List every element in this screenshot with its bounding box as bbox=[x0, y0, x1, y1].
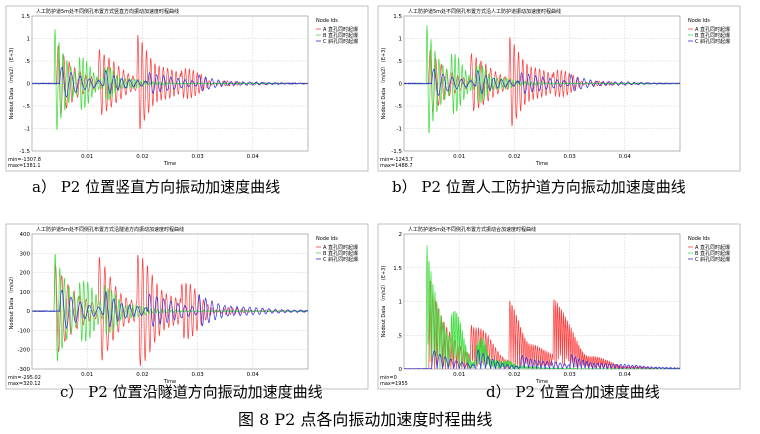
caption-a: a） P2 位置竖直方向振动加速度曲线 bbox=[32, 178, 280, 196]
legend-entry: B 直孔同时起爆 bbox=[323, 250, 358, 257]
legend-entry: C 斜孔同时起爆 bbox=[695, 256, 730, 263]
chart-title: 人工防护道5m处不同侧孔布置方式沿隧道方向振动加速度时程曲线 bbox=[36, 226, 184, 233]
y-tick-label: 1 bbox=[399, 300, 403, 306]
min-value: min=-1307.8 bbox=[8, 157, 41, 163]
y-tick-label: .5 bbox=[397, 59, 403, 65]
max-value: max=1381.1 bbox=[8, 163, 41, 169]
x-tick-label: 0.04 bbox=[247, 372, 260, 378]
chart-title: 人工防护道5m处不同侧孔布置方式竖直方向振动加速度时程曲线 bbox=[36, 8, 179, 15]
x-tick-label: 0.03 bbox=[563, 154, 576, 160]
y-tick-label: -.5 bbox=[23, 104, 31, 110]
y-axis-label: Nodout Data （m/s2） (E+3) bbox=[381, 266, 387, 338]
y-tick-label: -200 bbox=[18, 348, 31, 354]
caption-d: d） P2 位置合加速度曲线 bbox=[486, 383, 660, 401]
y-tick-label: 1 bbox=[399, 37, 403, 43]
x-tick-label: 0.02 bbox=[136, 372, 148, 378]
y-tick-label: 2 bbox=[399, 232, 403, 238]
y-tick-label: .5 bbox=[25, 59, 31, 65]
x-axis-label: Time bbox=[163, 379, 176, 385]
y-tick-label: -1 bbox=[25, 127, 30, 133]
min-value: min=-295.02 bbox=[8, 375, 41, 381]
x-tick-label: 0.02 bbox=[508, 372, 520, 378]
y-tick-label: 300 bbox=[20, 251, 31, 257]
x-tick-label: 0.04 bbox=[619, 372, 632, 378]
caption-c: c） P2 位置沿隧道方向振动加速度曲线 bbox=[60, 383, 323, 401]
legend-entry: B 直孔同时起爆 bbox=[323, 32, 358, 39]
x-tick-label: 0.03 bbox=[191, 154, 204, 160]
series-line-blue bbox=[32, 289, 308, 330]
y-tick-label: -1.5 bbox=[391, 149, 402, 155]
y-tick-label: 400 bbox=[20, 232, 31, 238]
y-tick-label: -1 bbox=[397, 127, 402, 133]
y-tick-label: 1.5 bbox=[393, 266, 402, 272]
y-tick-label: 1.5 bbox=[393, 14, 402, 20]
y-tick-label: 1 bbox=[27, 37, 31, 43]
legend-entry: A 直孔同时起爆 bbox=[323, 26, 358, 33]
chart-a: 人工防护道5m处不同侧孔布置方式竖直方向振动加速度时程曲线1.51.50-.5-… bbox=[5, 5, 369, 172]
caption-b: b） P2 位置人工防护道方向振动加速度曲线 bbox=[392, 178, 686, 196]
series-line-blue bbox=[404, 349, 680, 369]
x-tick-label: 0.04 bbox=[247, 154, 260, 160]
x-tick-label: 0.03 bbox=[563, 372, 576, 378]
x-tick-label: 0.01 bbox=[81, 154, 93, 160]
series-line-blue bbox=[32, 66, 308, 98]
min-value: min=0 bbox=[380, 375, 397, 381]
x-axis-label: Time bbox=[163, 161, 176, 167]
legend-title: Node Ids bbox=[316, 236, 338, 242]
legend-title: Node Ids bbox=[688, 236, 710, 242]
y-tick-label: 0 bbox=[399, 367, 403, 373]
y-tick-label: 0 bbox=[27, 309, 31, 315]
chart-title: 人工防护道5m处不同侧孔布置方式沿人工防护道振动加速度时程曲线 bbox=[408, 8, 561, 15]
y-tick-label: 1.5 bbox=[21, 14, 30, 20]
y-tick-label: -300 bbox=[18, 367, 31, 373]
legend-entry: B 直孔同时起爆 bbox=[695, 32, 730, 39]
chart-b: 人工防护道5m处不同侧孔布置方式沿人工防护道振动加速度时程曲线1.51.50-.… bbox=[377, 5, 741, 172]
x-axis-label: Time bbox=[535, 161, 548, 167]
series-line-green bbox=[404, 25, 680, 134]
y-tick-label: 0 bbox=[27, 82, 31, 88]
legend-entry: B 直孔同时起爆 bbox=[695, 250, 730, 257]
y-axis-label: Nodout Data （m/s2） (E+3) bbox=[381, 48, 387, 120]
series-line-green bbox=[32, 254, 308, 362]
x-tick-label: 0.04 bbox=[619, 154, 632, 160]
y-tick-label: 100 bbox=[20, 290, 31, 296]
y-tick-label: 0 bbox=[399, 82, 403, 88]
y-tick-label: 200 bbox=[20, 271, 31, 277]
max-value: max=1955 bbox=[380, 381, 408, 387]
series-line-red bbox=[404, 281, 680, 369]
y-tick-label: -.5 bbox=[395, 104, 403, 110]
y-tick-label: -1.5 bbox=[19, 149, 30, 155]
y-axis-label: Nodout Data （m/s2） (E+3) bbox=[9, 48, 15, 120]
x-tick-label: 0.01 bbox=[453, 154, 465, 160]
x-tick-label: 0.01 bbox=[81, 372, 93, 378]
legend-entry: A 直孔同时起爆 bbox=[695, 244, 730, 251]
y-axis-label: Nodout Data （m/s2） bbox=[9, 274, 15, 330]
min-value: min=-1243.7 bbox=[380, 157, 413, 163]
legend-entry: C 斜孔同时起爆 bbox=[323, 256, 358, 263]
legend-entry: C 斜孔同时起爆 bbox=[323, 38, 358, 45]
legend-entry: A 直孔同时起爆 bbox=[695, 26, 730, 33]
legend-title: Node Ids bbox=[316, 18, 338, 24]
y-tick-label: .5 bbox=[397, 333, 403, 339]
x-tick-label: 0.02 bbox=[136, 154, 148, 160]
legend-title: Node Ids bbox=[688, 18, 710, 24]
max-value: max=1488.7 bbox=[380, 163, 413, 169]
x-tick-label: 0.02 bbox=[508, 154, 520, 160]
series-line-green bbox=[32, 29, 308, 131]
max-value: max=320.12 bbox=[8, 381, 41, 387]
chart-title: 人工防护道5m处不同侧孔布置方式振动合加速度时程曲线 bbox=[408, 226, 536, 233]
x-tick-label: 0.01 bbox=[453, 372, 465, 378]
figure-caption: 图 8 P2 点各向振动加速度时程曲线 bbox=[238, 410, 492, 429]
series-line-blue bbox=[404, 68, 680, 96]
x-tick-label: 0.03 bbox=[191, 372, 204, 378]
x-axis-label: Time bbox=[535, 379, 548, 385]
chart-c: 人工防护道5m处不同侧孔布置方式沿隧道方向振动加速度时程曲线 400 300 200 1… bbox=[5, 223, 369, 390]
y-tick-label: -100 bbox=[18, 328, 31, 334]
plot-area bbox=[31, 233, 309, 370]
legend-entry: C 斜孔同时起爆 bbox=[695, 38, 730, 45]
legend-entry: A 直孔同时起爆 bbox=[323, 244, 358, 251]
